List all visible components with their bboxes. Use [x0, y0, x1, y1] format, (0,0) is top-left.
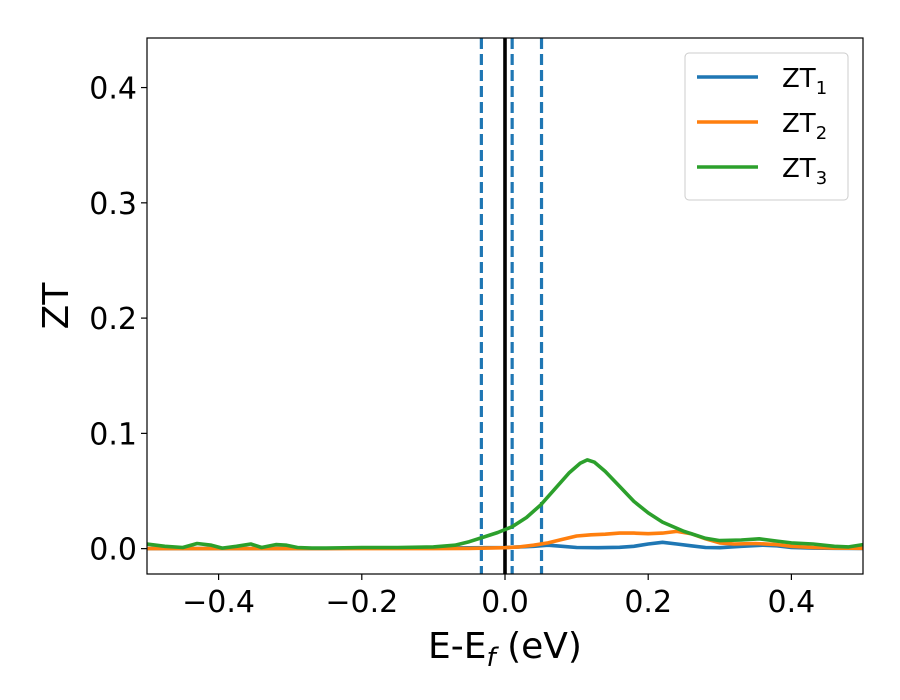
- legend-label-2: ZT2: [782, 109, 827, 144]
- x-axis-title: E-Ef (eV): [428, 626, 582, 673]
- legend-label-sub: 3: [816, 168, 827, 189]
- x-axis-title-base: E-E: [428, 626, 486, 667]
- y-tick-label: 0.0: [89, 533, 137, 568]
- y-tick-label: 0.1: [89, 417, 137, 452]
- legend-label-base: ZT: [782, 64, 816, 94]
- legend-label-sub: 2: [816, 123, 827, 144]
- y-tick-label: 0.4: [89, 72, 137, 107]
- x-axis-title-unit: (eV): [496, 626, 582, 667]
- legend-label-1: ZT1: [782, 64, 827, 99]
- legend-label-base: ZT: [782, 109, 816, 139]
- reference-lines: [479, 38, 544, 574]
- x-tick-label: 0.2: [624, 585, 672, 620]
- legend-box: [684, 52, 849, 201]
- y-axis: 0.0 0.1 0.2 0.3 0.4: [89, 72, 147, 568]
- series-line-3: [147, 458, 863, 550]
- x-axis: −0.4 −0.2 0.0 0.2 0.4: [182, 574, 815, 620]
- y-tick-label: 0.2: [89, 302, 137, 337]
- y-axis-title: ZT: [36, 282, 77, 330]
- y-tick-label: 0.3: [89, 187, 137, 222]
- x-tick-label: −0.2: [325, 585, 398, 620]
- legend-label-sub: 1: [816, 78, 827, 99]
- x-tick-label: −0.4: [182, 585, 255, 620]
- legend-label-3: ZT3: [782, 154, 827, 189]
- x-tick-label: 0.0: [481, 585, 529, 620]
- legend-label-base: ZT: [782, 154, 816, 184]
- x-tick-label: 0.4: [768, 585, 816, 620]
- series-lines: [147, 458, 863, 551]
